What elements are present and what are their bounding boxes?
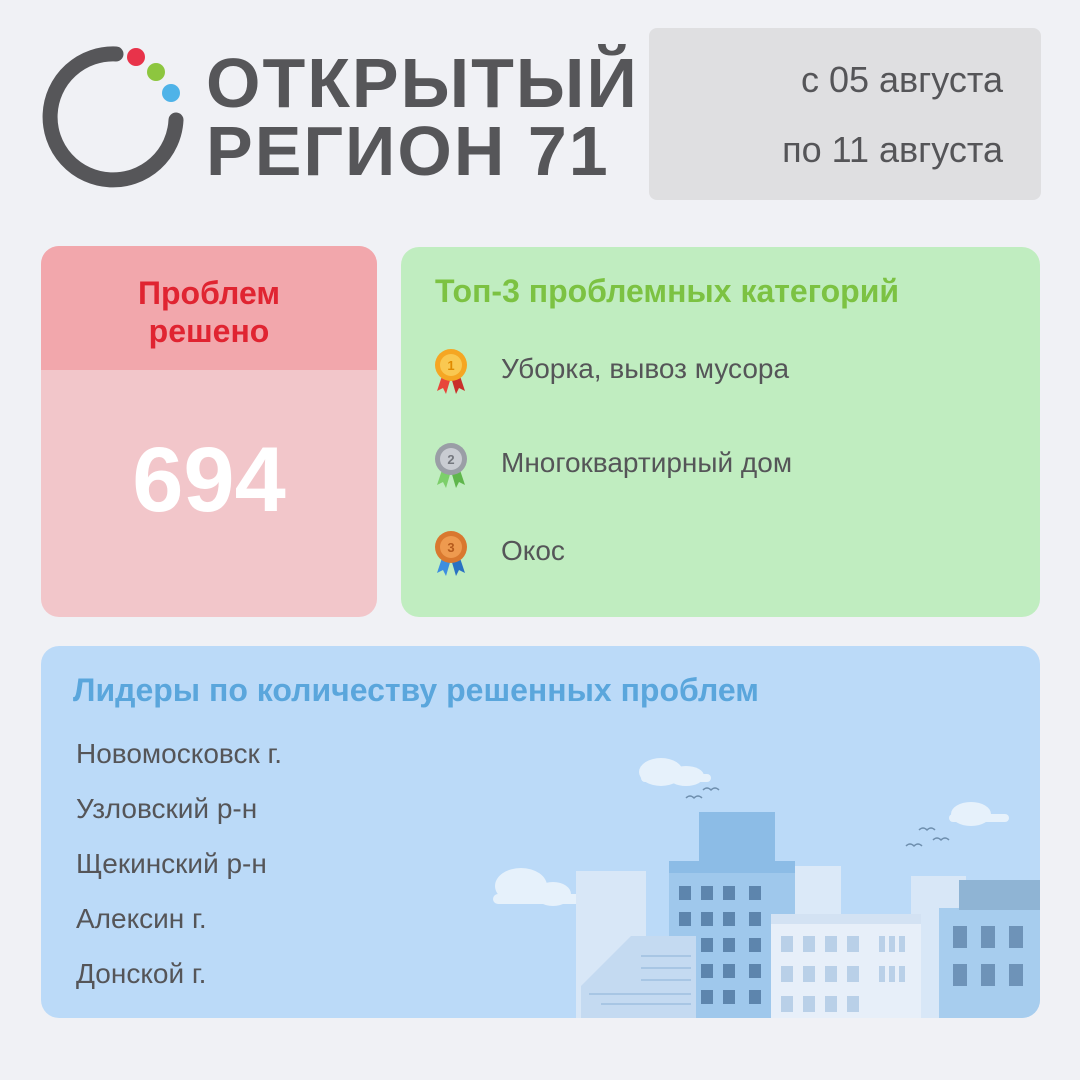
cloud-icon	[949, 802, 1009, 826]
bronze-medal-icon: 3	[435, 531, 467, 576]
cloud-icon	[639, 758, 711, 786]
birds-icon	[685, 787, 950, 848]
leaders-title: Лидеры по количеству решенных проблем	[73, 672, 759, 708]
top3-item-label: Окос	[501, 535, 565, 566]
city-skyline-illustration	[493, 758, 1040, 1018]
leader-item: Алексин г.	[76, 903, 207, 934]
top3-item-label: Многоквартирный дом	[501, 447, 793, 478]
top3-title: Топ-3 проблемных категорий	[435, 273, 900, 309]
logo-ring-icon	[42, 46, 184, 188]
date-to: по 11 августа	[782, 129, 1003, 170]
gold-medal-icon: 1	[435, 349, 467, 394]
solved-title-line2: решено	[148, 313, 270, 349]
date-from: с 05 августа	[800, 59, 1003, 100]
top3-item: 2 Многоквартирный дом	[431, 439, 1011, 495]
leader-item: Узловский р-н	[76, 793, 258, 824]
silver-medal-icon: 2	[435, 443, 467, 488]
top3-item-label: Уборка, вывоз мусора	[501, 353, 790, 384]
medal-rank: 2	[447, 452, 454, 467]
medal-rank: 1	[447, 358, 454, 373]
date-range-box: с 05 августа по 11 августа	[649, 28, 1041, 200]
brand-line-2: РЕГИОН 71	[206, 112, 610, 190]
leader-item: Новомосковск г.	[76, 738, 283, 769]
top3-card: Топ-3 проблемных категорий 1 Уборка, выв…	[401, 247, 1040, 617]
leader-item: Щекинский р-н	[76, 848, 267, 879]
solved-title: Проблем решено	[41, 274, 377, 350]
top3-item: 1 Уборка, вывоз мусора	[431, 345, 1011, 401]
brand-line-1: ОТКРЫТЫЙ	[206, 44, 639, 122]
cloud-icon	[493, 868, 583, 906]
logo: ОТКРЫТЫЙ РЕГИОН 71	[38, 40, 637, 200]
top3-item: 3 Окос	[431, 527, 1011, 583]
leaders-card: Лидеры по количеству решенных проблем Но…	[41, 646, 1040, 1018]
medal-rank: 3	[447, 540, 454, 555]
solved-card-header: Проблем решено	[41, 246, 377, 370]
solved-card: Проблем решено 694	[41, 246, 377, 617]
leader-item: Донской г.	[76, 958, 207, 989]
solved-count: 694	[132, 429, 286, 531]
solved-title-line1: Проблем	[137, 275, 280, 311]
